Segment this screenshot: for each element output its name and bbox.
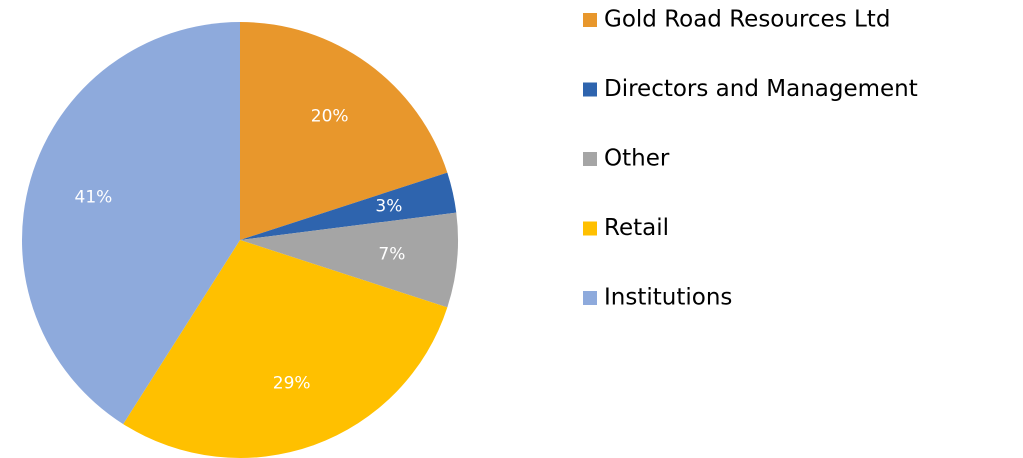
legend-label: Other [604,146,670,172]
legend-swatch [583,82,597,97]
legend-swatch [583,13,597,27]
legend-label: Retail [604,215,669,241]
pie-slice [240,212,458,308]
legend-swatch [583,291,597,305]
pie-slice [123,240,448,458]
value-label: 7% [378,244,405,264]
value-label: 41% [75,187,113,207]
value-label: 20% [311,107,349,127]
legend-label: Gold Road Resources Ltd [604,7,890,33]
legend-label: Institutions [604,285,732,311]
pie-slice [22,22,240,425]
pie-slice [240,22,448,240]
pie-slice [240,172,457,240]
value-label: 3% [375,197,402,217]
legend-swatch [583,152,597,166]
legend-label: Directors and Management [604,76,918,102]
legend-swatch [583,221,597,236]
value-label: 29% [273,374,311,394]
